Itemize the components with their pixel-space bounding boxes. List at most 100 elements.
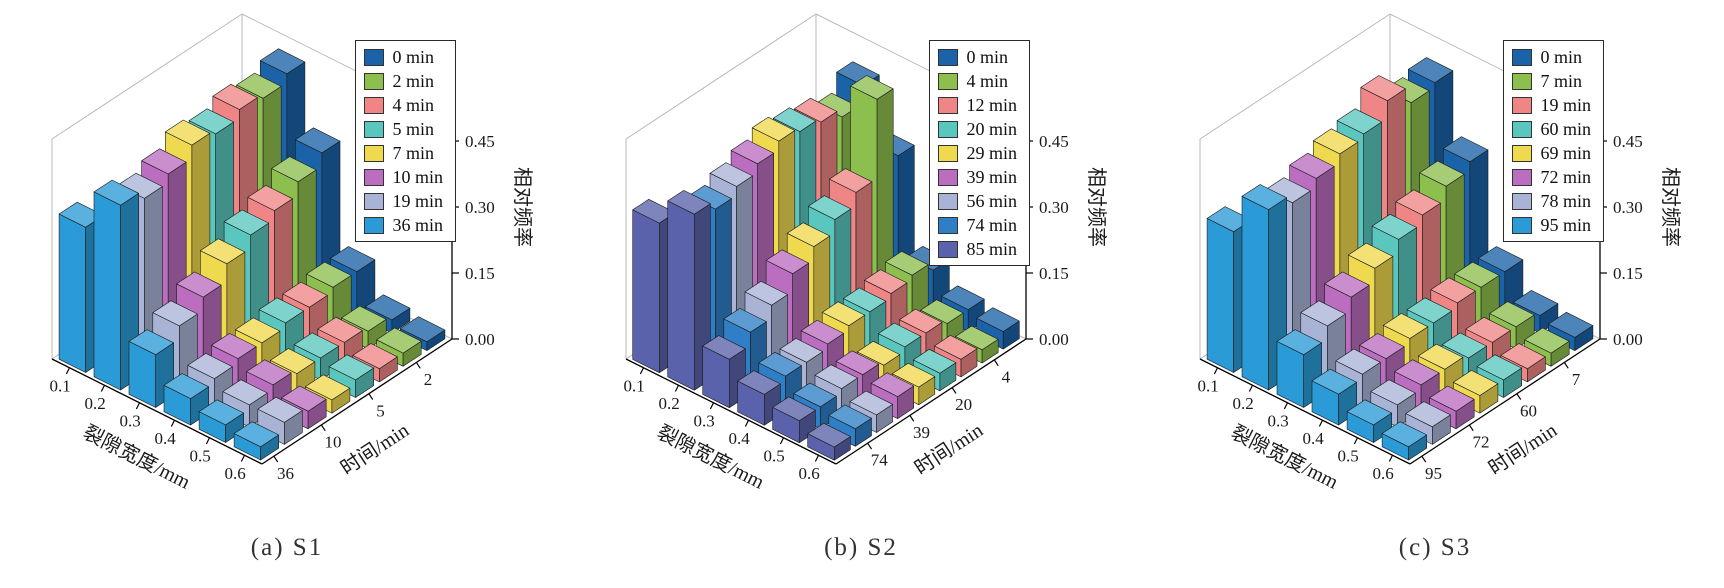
x-tick-label: 0.6 (224, 464, 245, 483)
legend-label: 4 min (392, 95, 434, 115)
bar-face (828, 404, 872, 430)
legend-item-39min: 39 min (938, 166, 1017, 188)
bar-face (765, 249, 809, 275)
legend-item-0min: 0 min (364, 46, 443, 68)
bar-face (667, 200, 695, 391)
bar-face (737, 370, 781, 395)
z-tick-label: 0.15 (1039, 264, 1069, 283)
caption-s3: (c) S3 (1398, 534, 1472, 561)
bar-face (751, 116, 796, 142)
bar-face (1477, 246, 1524, 272)
bar-face (941, 285, 985, 310)
bar-face (222, 379, 268, 406)
bar-face (1476, 354, 1523, 381)
legend-label: 78 min (1540, 191, 1591, 211)
z-tick-label: 0.15 (1613, 264, 1643, 283)
x-axis-line (1199, 358, 1411, 465)
bar-face (794, 97, 838, 123)
legend-swatch (938, 120, 959, 138)
bar-face (1346, 399, 1392, 426)
bar-face (246, 359, 292, 386)
bar-face (849, 390, 893, 416)
bar-19min-w0.6 (257, 396, 303, 445)
bar-face (376, 327, 422, 354)
legend-swatch (364, 216, 385, 234)
caption-s1: (a) S1 (250, 534, 324, 561)
bar-36min-w0.6 (233, 421, 280, 461)
y-tick (867, 442, 873, 450)
legend-item-10min: 10 min (364, 166, 443, 188)
x-tick (135, 402, 141, 410)
bar-face (306, 261, 352, 288)
bar-face (709, 162, 753, 187)
bar-face (1324, 271, 1370, 298)
legend-swatch (1512, 144, 1533, 162)
y-axis-line (261, 338, 453, 465)
legend-item-60min: 60 min (1512, 118, 1591, 140)
legend-item-4min: 4 min (938, 70, 1017, 92)
frame-top-left-edge (625, 13, 817, 140)
legend-swatch (1512, 120, 1533, 138)
legend-label: 69 min (1540, 143, 1591, 163)
y-axis-title: 时间/min (336, 419, 413, 480)
bar-85min-w0.6 (807, 422, 851, 461)
y-tick-label: 20 (955, 395, 972, 414)
legend-item-4min: 4 min (364, 94, 443, 116)
bar-face (352, 343, 398, 370)
bar-face (211, 333, 257, 359)
bar-face (165, 119, 211, 146)
bar-face (835, 350, 880, 376)
bar-face (885, 251, 929, 276)
y-tick-label: 2 (424, 370, 433, 389)
x-tick (1318, 419, 1324, 427)
y-tick-label: 95 (1425, 464, 1442, 483)
bar-face (829, 168, 873, 193)
bar-face (200, 238, 246, 265)
bar-face (223, 209, 270, 236)
bar-face (1512, 290, 1559, 316)
bar-face (281, 385, 327, 412)
x-tick (779, 437, 785, 445)
bar-face (723, 308, 767, 333)
legend-item-36min: 36 min (364, 214, 443, 236)
legend-swatch (1512, 96, 1533, 114)
x-tick-label: 0.5 (763, 447, 784, 466)
bar-face (304, 374, 351, 401)
legend-swatch (938, 168, 959, 186)
bar-face (786, 222, 831, 247)
bar-face (317, 316, 363, 343)
frame-top-left-edge (51, 13, 243, 140)
legend-item-0min: 0 min (938, 46, 1017, 68)
x-tick (1283, 402, 1289, 410)
x-tick-label: 0.3 (119, 412, 140, 431)
bar-face (1359, 333, 1405, 359)
chart-s1-canvas: 0.00 0.15 0.30 0.45 相对频率 0.1 0.2 0.3 0.4 0.5 0.6 裂隙… (49, 13, 534, 494)
y-tick-label: 7 (1572, 370, 1581, 389)
x-tick (709, 402, 715, 410)
legend-label: 5 min (392, 119, 434, 139)
bar-face (364, 294, 411, 321)
bar-face (870, 372, 915, 397)
bar-face (842, 287, 887, 313)
y-tick (1421, 455, 1427, 463)
bar-face (976, 307, 1020, 332)
z-tick-label: 0.00 (1613, 330, 1643, 349)
legend-swatch (1512, 192, 1533, 210)
y-tick-label: 60 (1520, 401, 1537, 420)
bar-face (1383, 313, 1429, 339)
legend-label: 39 min (966, 167, 1017, 187)
bar-face (1276, 329, 1322, 356)
legend-item-69min: 69 min (1512, 142, 1591, 164)
legend-s1: 0 min 2 min 4 min 5 min 7 min 10 min 19 min 36 … (355, 40, 456, 242)
legend-item-78min: 78 min (1512, 190, 1591, 212)
bar-face (808, 195, 852, 220)
x-tick-label: 0.3 (1267, 412, 1288, 431)
bar-face (1547, 311, 1594, 338)
z-tick-label: 0.00 (465, 330, 495, 349)
legend-swatch (364, 144, 385, 162)
legend-item-19min: 19 min (364, 190, 443, 212)
z-tick-label: 0.30 (1613, 198, 1643, 217)
y-tick-label: 36 (277, 464, 294, 483)
z-axis-title: 相对频率 (1659, 167, 1682, 247)
legend-swatch (938, 48, 959, 66)
